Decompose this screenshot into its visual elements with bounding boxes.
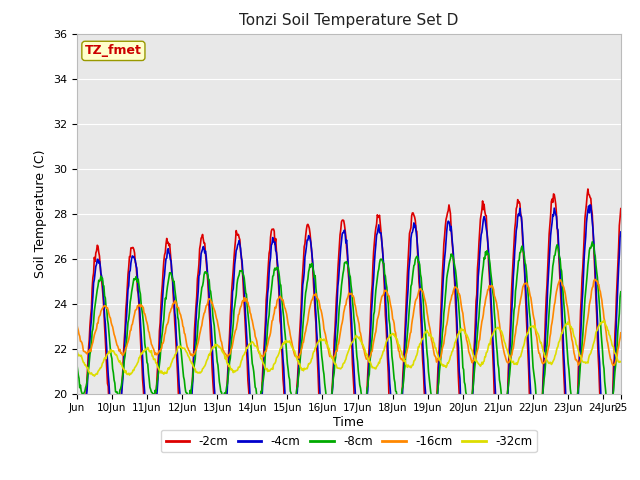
Text: TZ_fmet: TZ_fmet (85, 44, 142, 58)
Title: Tonzi Soil Temperature Set D: Tonzi Soil Temperature Set D (239, 13, 458, 28)
X-axis label: Time: Time (333, 416, 364, 429)
Y-axis label: Soil Temperature (C): Soil Temperature (C) (35, 149, 47, 278)
Legend: -2cm, -4cm, -8cm, -16cm, -32cm: -2cm, -4cm, -8cm, -16cm, -32cm (161, 430, 537, 453)
